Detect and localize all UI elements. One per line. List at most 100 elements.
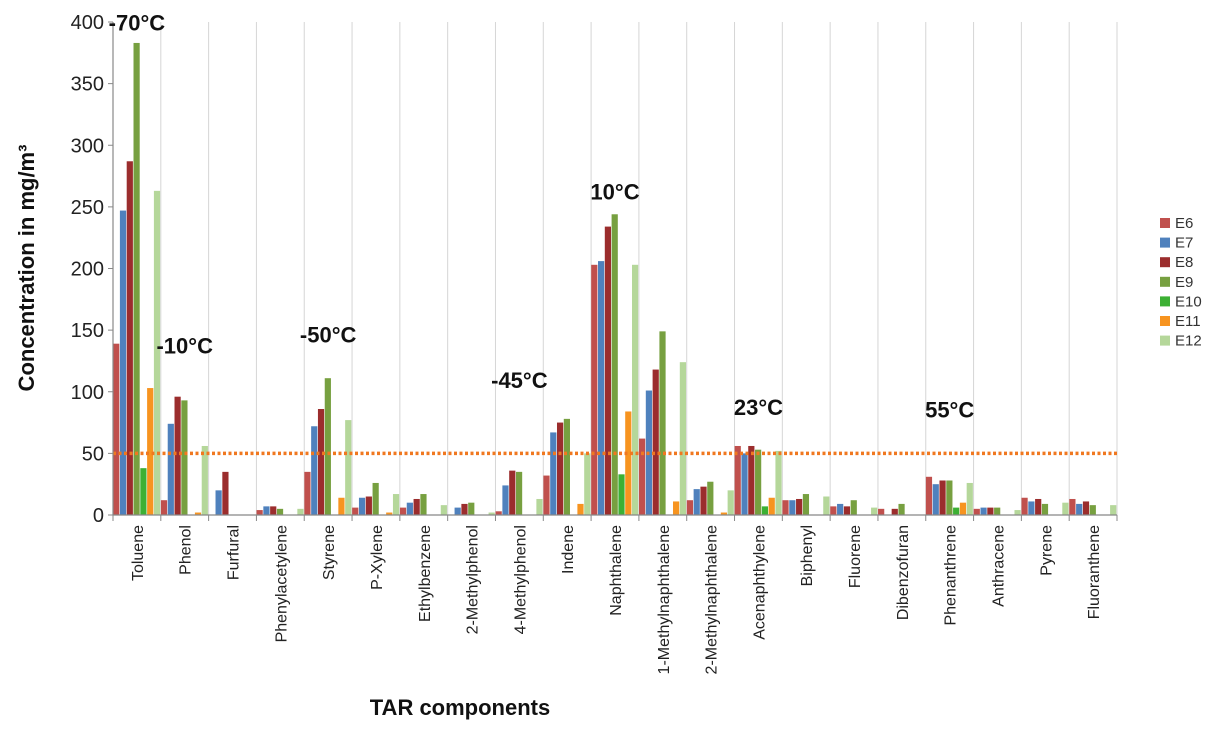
- legend-swatch-e11: [1160, 316, 1170, 326]
- temperature-annotation: -10°C: [156, 334, 213, 359]
- x-tick-label: Furfural: [226, 525, 243, 580]
- bar-e7-21: [1076, 503, 1083, 515]
- bar-e9-6: [372, 482, 379, 515]
- bar-e7-18: [932, 484, 939, 515]
- bar-e10-1: [140, 468, 147, 515]
- bar-e8-4: [270, 506, 277, 515]
- bar-e8-2: [174, 396, 181, 515]
- bars: [113, 42, 1117, 516]
- bar-e6-1: [113, 343, 120, 515]
- bar-e9-14: [755, 449, 762, 515]
- bar-e6-5: [304, 471, 311, 515]
- bar-e9-7: [420, 494, 427, 515]
- bar-e8-9: [509, 470, 516, 515]
- legend-swatch-e12: [1160, 335, 1170, 346]
- bar-e11-1: [147, 388, 154, 515]
- bar-e12-18: [966, 482, 973, 515]
- bar-e8-17: [891, 508, 898, 515]
- legend-label-e9: E9: [1175, 274, 1193, 291]
- legend-swatch-e10: [1160, 296, 1170, 307]
- bar-e8-18: [939, 480, 946, 515]
- temperature-annotation: -50°C: [300, 322, 357, 347]
- x-tick-label: Indene: [560, 525, 577, 574]
- bar-e12-2: [201, 445, 208, 515]
- x-tick-labels: Toluene Phenol Furfural Phenylacetylene Styr…: [130, 525, 1103, 675]
- bar-e11-10: [577, 503, 584, 515]
- bar-e6-14: [734, 445, 741, 515]
- bar-e6-2: [160, 500, 168, 515]
- bar-e9-17: [898, 503, 905, 515]
- x-tick-label: Toluene: [130, 525, 147, 581]
- bar-e8-3: [222, 471, 229, 515]
- bar-e7-20: [1028, 501, 1035, 515]
- legend-label-e7: E7: [1175, 235, 1193, 252]
- bar-e12-15: [823, 496, 830, 515]
- bar-e12-14: [775, 450, 782, 515]
- bar-e11-2: [194, 512, 202, 515]
- bar-e9-1: [133, 42, 140, 515]
- y-tick-label: 100: [71, 382, 104, 404]
- x-axis-title: TAR components: [370, 695, 550, 720]
- bar-e7-8: [454, 507, 461, 515]
- bar-e6-17: [878, 508, 885, 515]
- bar-e8-13: [700, 486, 707, 515]
- bar-e9-18: [946, 480, 953, 515]
- bar-e7-7: [406, 502, 413, 515]
- x-tick-label: Naphthalene: [608, 525, 625, 616]
- bar-e7-15: [789, 500, 796, 515]
- bar-e12-10: [584, 453, 591, 515]
- bar-e8-1: [126, 161, 133, 515]
- bar-e12-20: [1062, 502, 1069, 515]
- x-tick-label: Phenol: [178, 525, 195, 575]
- annotations: -70°C -10°C -50°C -45°C 10°C 23°C 55°C: [109, 11, 975, 423]
- bar-e6-6: [352, 507, 359, 515]
- bar-e7-13: [693, 489, 700, 515]
- x-tick-label: Biphenyl: [799, 525, 816, 586]
- bar-e6-7: [399, 507, 407, 515]
- y-tick-label: 150: [71, 320, 104, 342]
- y-tick-label: 0: [93, 505, 104, 527]
- y-tick-label: 400: [71, 12, 104, 34]
- x-tick-label: Styrene: [321, 525, 338, 580]
- bar-e7-10: [550, 432, 557, 515]
- x-tick-label: Fluorene: [847, 525, 864, 588]
- bar-e7-5: [311, 426, 318, 515]
- bar-e6-20: [1021, 497, 1028, 515]
- y-tick-label: 200: [71, 259, 104, 281]
- bar-e12-4: [297, 508, 304, 515]
- bar-e8-15: [796, 498, 803, 515]
- bar-e9-21: [1089, 505, 1096, 515]
- bar-e7-1: [119, 210, 127, 515]
- x-tick-label: Pyrene: [1038, 525, 1055, 576]
- x-tick-label: P-Xylene: [369, 525, 386, 590]
- bar-e9-20: [1041, 503, 1049, 515]
- bar-e6-9: [495, 511, 502, 515]
- bar-e9-19: [994, 507, 1001, 515]
- bar-e11-11: [625, 411, 632, 515]
- bar-e9-11: [611, 214, 618, 515]
- temperature-annotation: 10°C: [590, 179, 639, 204]
- bar-e6-11: [591, 264, 598, 515]
- bar-e10-18: [953, 507, 960, 515]
- bar-e12-1: [153, 190, 161, 516]
- temperature-annotation: -70°C: [109, 11, 166, 36]
- bar-e8-11: [604, 226, 611, 515]
- bar-e11-13: [720, 512, 728, 515]
- bar-e6-19: [973, 508, 980, 515]
- legend-label-e10: E10: [1175, 293, 1202, 310]
- bar-e7-11: [598, 261, 605, 515]
- bar-e7-6: [358, 497, 366, 515]
- bar-e6-18: [925, 476, 933, 515]
- gridlines: [112, 22, 1118, 515]
- bar-e9-8: [468, 502, 475, 515]
- legend: E6 E7 E8 E9 E10 E11 E12: [1160, 215, 1202, 350]
- bar-e6-15: [782, 500, 789, 515]
- bar-e10-11: [618, 474, 625, 515]
- bar-e9-12: [659, 331, 666, 515]
- bar-e11-6: [386, 512, 393, 515]
- bar-e6-21: [1069, 498, 1076, 515]
- bar-e9-16: [850, 500, 857, 515]
- bar-e8-12: [652, 369, 659, 515]
- x-tick-label: 1-Methylnaphthalene: [656, 525, 673, 675]
- bar-e6-12: [639, 438, 646, 515]
